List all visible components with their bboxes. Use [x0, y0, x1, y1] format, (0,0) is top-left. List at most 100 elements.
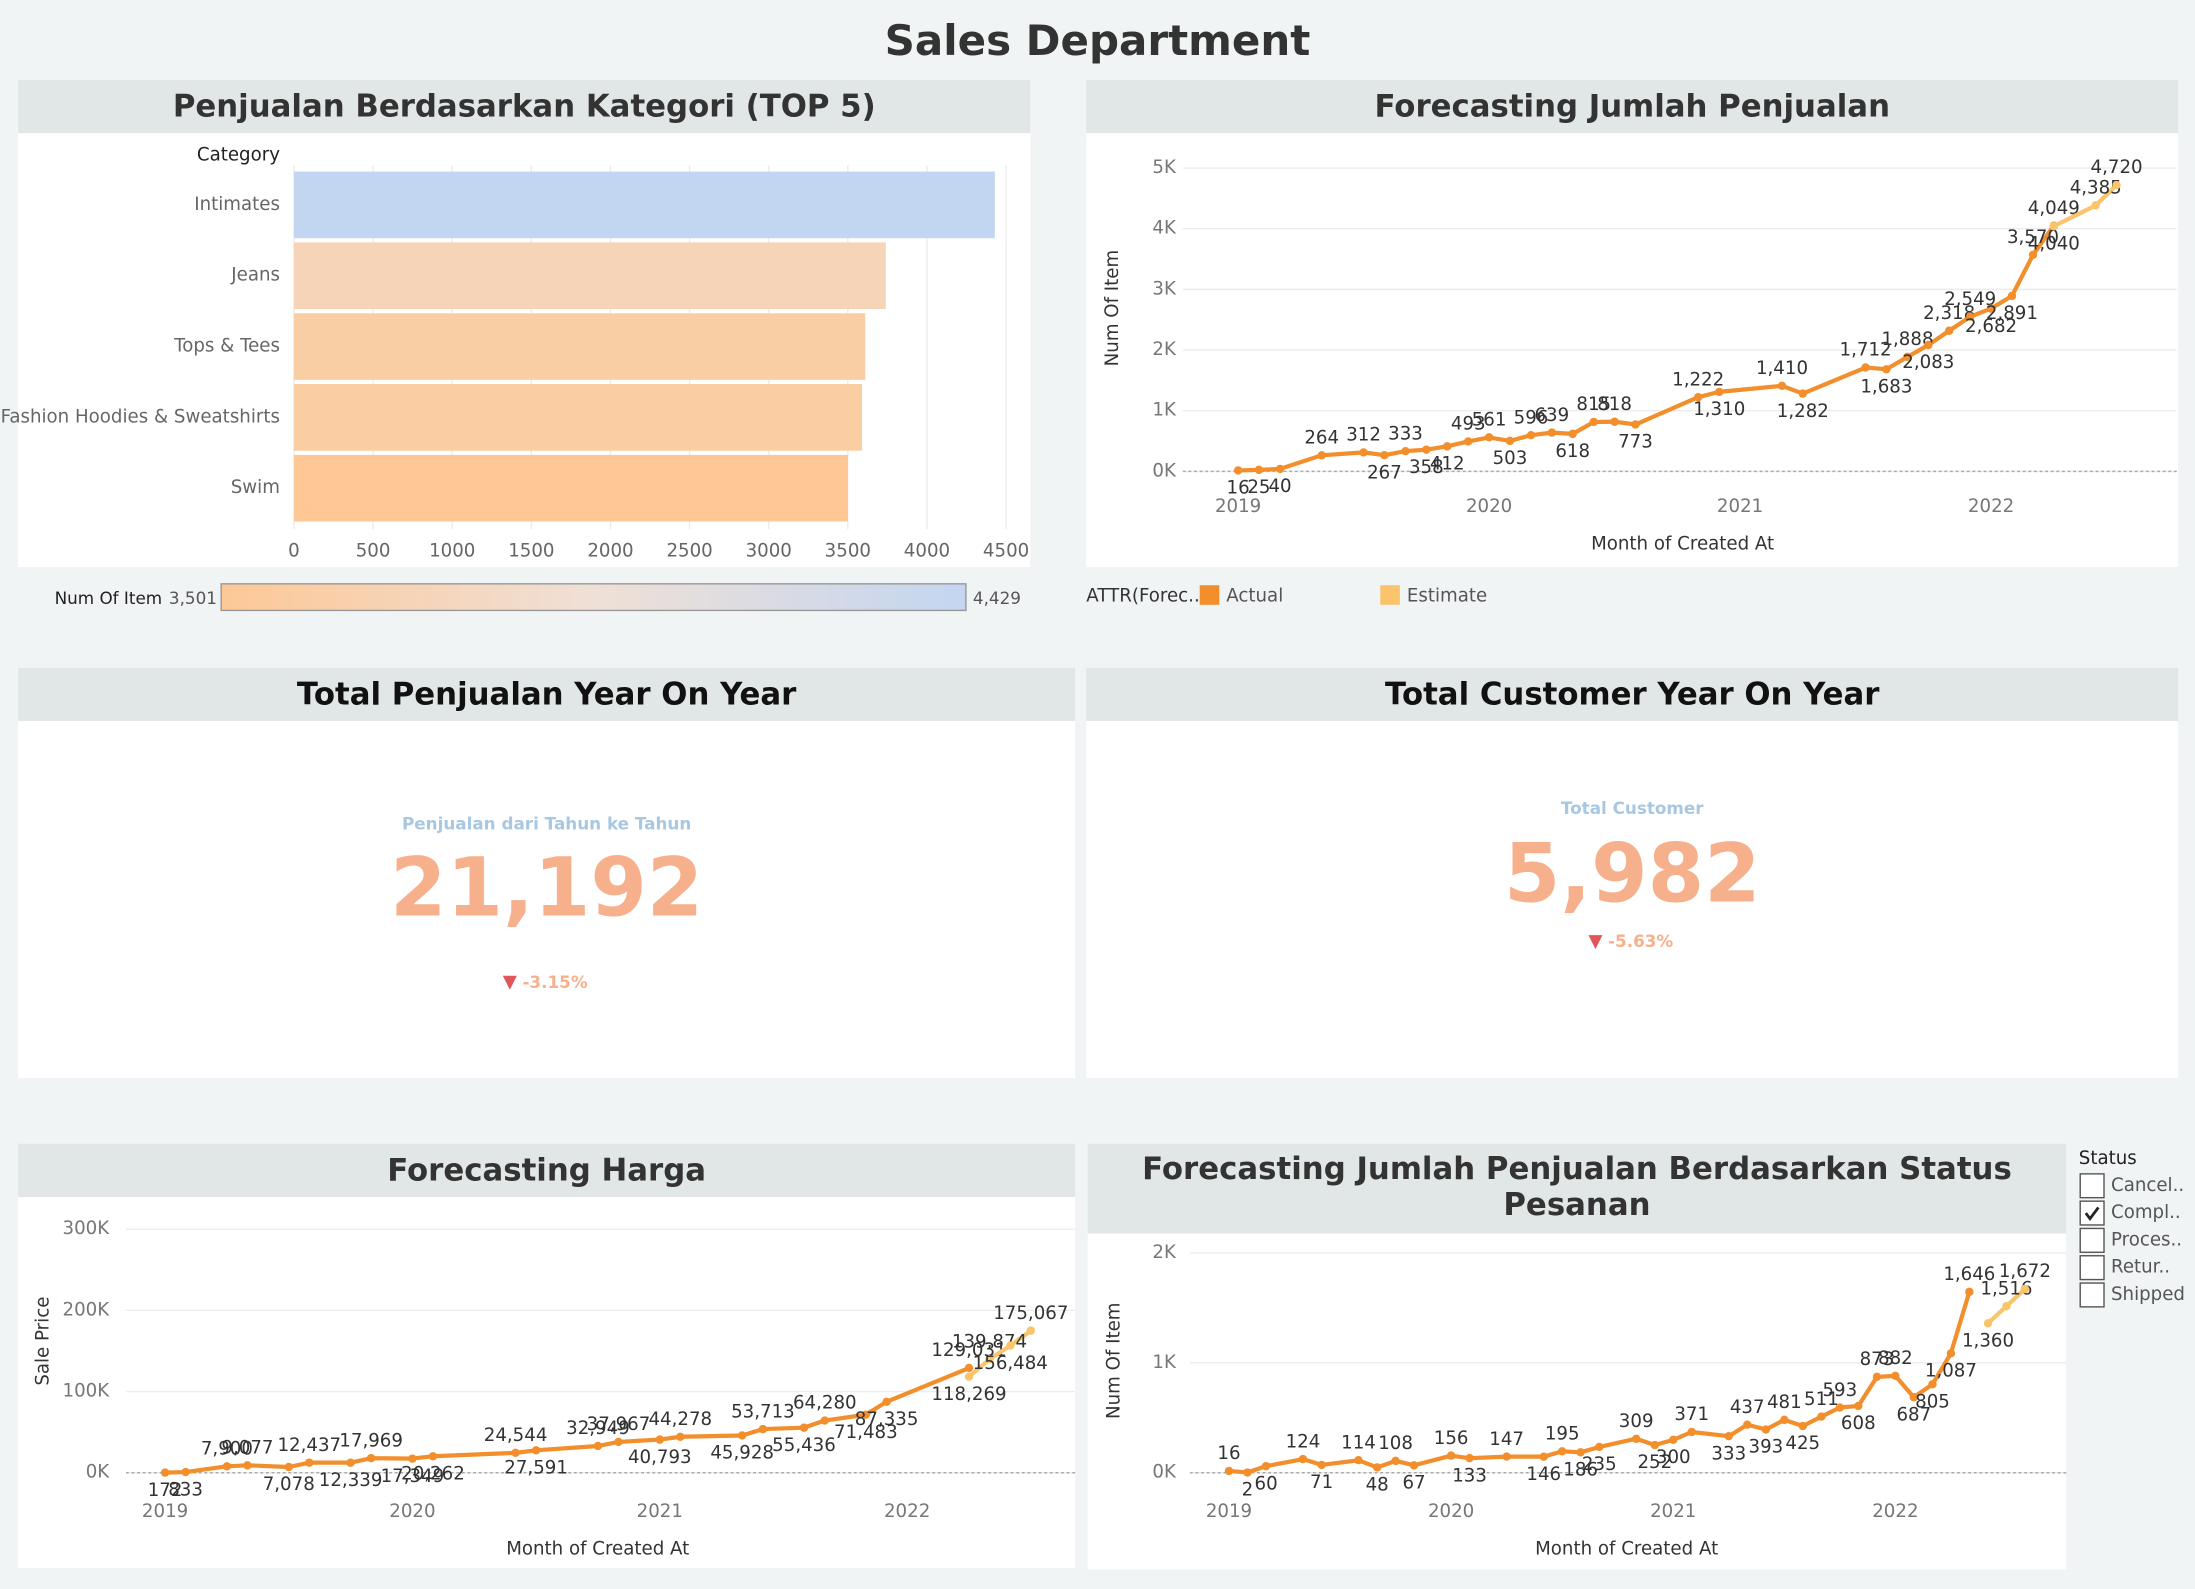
data-label: 1,087 — [1925, 1360, 1977, 1381]
data-label: 9,077 — [221, 1438, 273, 1459]
data-point — [511, 1448, 520, 1458]
data-label: 503 — [1493, 448, 1528, 469]
kpi-label: Total Customer — [1561, 798, 1704, 818]
data-label: 16 — [1227, 478, 1250, 499]
legend-label: Estimate — [1407, 585, 1487, 606]
data-label: 252 — [1637, 1452, 1672, 1473]
filter-option[interactable]: Compl.. — [2111, 1202, 2181, 1223]
panel-title-box: Forecasting Jumlah Penjualan Berdasarkan… — [1142, 1152, 2012, 1223]
data-point — [1817, 1412, 1826, 1421]
filter-checkbox[interactable] — [2079, 1227, 2105, 1253]
data-point — [1505, 436, 1515, 446]
data-point — [1254, 465, 1264, 475]
x-tick-label: 2000 — [587, 541, 633, 562]
data-label: 511 — [1804, 1389, 1839, 1410]
data-point — [1354, 1456, 1363, 1465]
data-label: 333 — [1388, 423, 1423, 444]
data-point — [2091, 201, 2100, 210]
data-label: 2,083 — [1902, 352, 1954, 373]
y-tick-label: 1K — [1152, 1352, 1177, 1373]
data-label: 608 — [1841, 1413, 1876, 1434]
y-axis-title: Num Of Item — [1103, 1302, 1124, 1419]
data-label: 17,349 — [381, 1466, 445, 1487]
data-label: 300 — [1656, 1447, 1691, 1468]
filter-checkbox[interactable] — [2079, 1173, 2105, 1199]
legend-min: 3,501 — [169, 588, 217, 608]
panel-header — [1087, 1143, 2067, 1234]
filter-option[interactable]: Proces.. — [2111, 1229, 2182, 1250]
x-tick-label: 4500 — [983, 541, 1029, 562]
filter-checkbox[interactable] — [2079, 1282, 2105, 1308]
data-point — [861, 1410, 871, 1419]
data-point — [1743, 1420, 1752, 1429]
y-tick-label: Fashion Hoodies & Sweatshirts — [1, 406, 280, 427]
data-label: 2,318 — [1923, 303, 1975, 324]
x-tick-label: 2019 — [1215, 496, 1261, 517]
filter-option[interactable]: Shipped — [2111, 1284, 2185, 1305]
data-point — [1854, 1401, 1863, 1411]
data-point — [676, 1432, 685, 1441]
bar — [293, 384, 863, 451]
legend-swatch — [1199, 585, 1220, 605]
data-point — [1464, 437, 1473, 446]
check-mark — [2084, 1206, 2100, 1221]
data-point — [799, 1423, 809, 1432]
data-label: 2,891 — [1986, 303, 2038, 324]
data-point — [1422, 445, 1431, 454]
data-label: 114 — [1341, 1432, 1376, 1453]
data-label: 805 — [1915, 1391, 1950, 1412]
data-label: 20,262 — [401, 1463, 465, 1484]
x-tick-label: 4000 — [904, 541, 950, 562]
x-tick-label: 1500 — [508, 541, 554, 562]
data-point — [737, 1431, 747, 1440]
x-tick-label: 2021 — [1717, 496, 1763, 517]
data-point — [1391, 1456, 1400, 1466]
filter-option[interactable]: Cancel.. — [2111, 1175, 2184, 1196]
filter-checkbox[interactable] — [2079, 1200, 2105, 1226]
data-point — [1539, 1452, 1548, 1461]
y-tick-label: Intimates — [194, 194, 280, 215]
y-tick-label: 1K — [1152, 400, 1177, 421]
data-point — [1777, 381, 1787, 391]
data-point — [1372, 1463, 1382, 1472]
data-point — [181, 1467, 190, 1477]
data-point — [531, 1446, 541, 1455]
data-label: 27,591 — [504, 1458, 568, 1479]
data-point — [346, 1458, 355, 1467]
data-point — [305, 1458, 314, 1467]
data-point — [964, 1372, 974, 1381]
data-point — [1409, 1461, 1419, 1470]
data-label: 175,067 — [993, 1303, 1068, 1324]
data-point — [1317, 451, 1326, 460]
filter-option[interactable]: Retur.. — [2111, 1257, 2170, 1278]
y-axis-title: Num Of Item — [1102, 250, 1123, 367]
data-label: 60 — [1255, 1473, 1278, 1494]
data-point — [1693, 393, 1703, 402]
legend-max: 4,429 — [973, 588, 1021, 608]
data-label: 1,888 — [1881, 329, 1933, 350]
data-point — [2112, 180, 2121, 190]
kpi-value: 5,982 — [1504, 828, 1761, 922]
data-label: 172 — [148, 1480, 183, 1501]
data-label: 493 — [1451, 414, 1486, 435]
x-tick-label: 2021 — [637, 1501, 683, 1522]
panel-header — [18, 667, 1076, 722]
y-tick-label: 2K — [1152, 339, 1177, 360]
data-point — [1631, 1434, 1641, 1443]
bar — [293, 242, 886, 310]
data-point — [1944, 326, 1954, 335]
data-point — [1589, 417, 1598, 427]
data-label: 1,516 — [1980, 1278, 2032, 1299]
filter-checkbox[interactable] — [2079, 1255, 2105, 1281]
data-label: 593 — [1822, 1380, 1857, 1401]
data-label: 147 — [1489, 1429, 1524, 1450]
y-tick-label: 0K — [86, 1462, 111, 1483]
data-point — [160, 1468, 170, 1477]
data-label: 4,720 — [2091, 157, 2143, 178]
kpi-arrow — [1588, 935, 1603, 950]
x-axis-title: Month of Created At — [1535, 1539, 1718, 1560]
data-label: 618 — [1555, 441, 1590, 462]
data-label: 124 — [1286, 1431, 1321, 1452]
data-point — [428, 1452, 438, 1461]
data-label: 1,712 — [1840, 340, 1892, 361]
